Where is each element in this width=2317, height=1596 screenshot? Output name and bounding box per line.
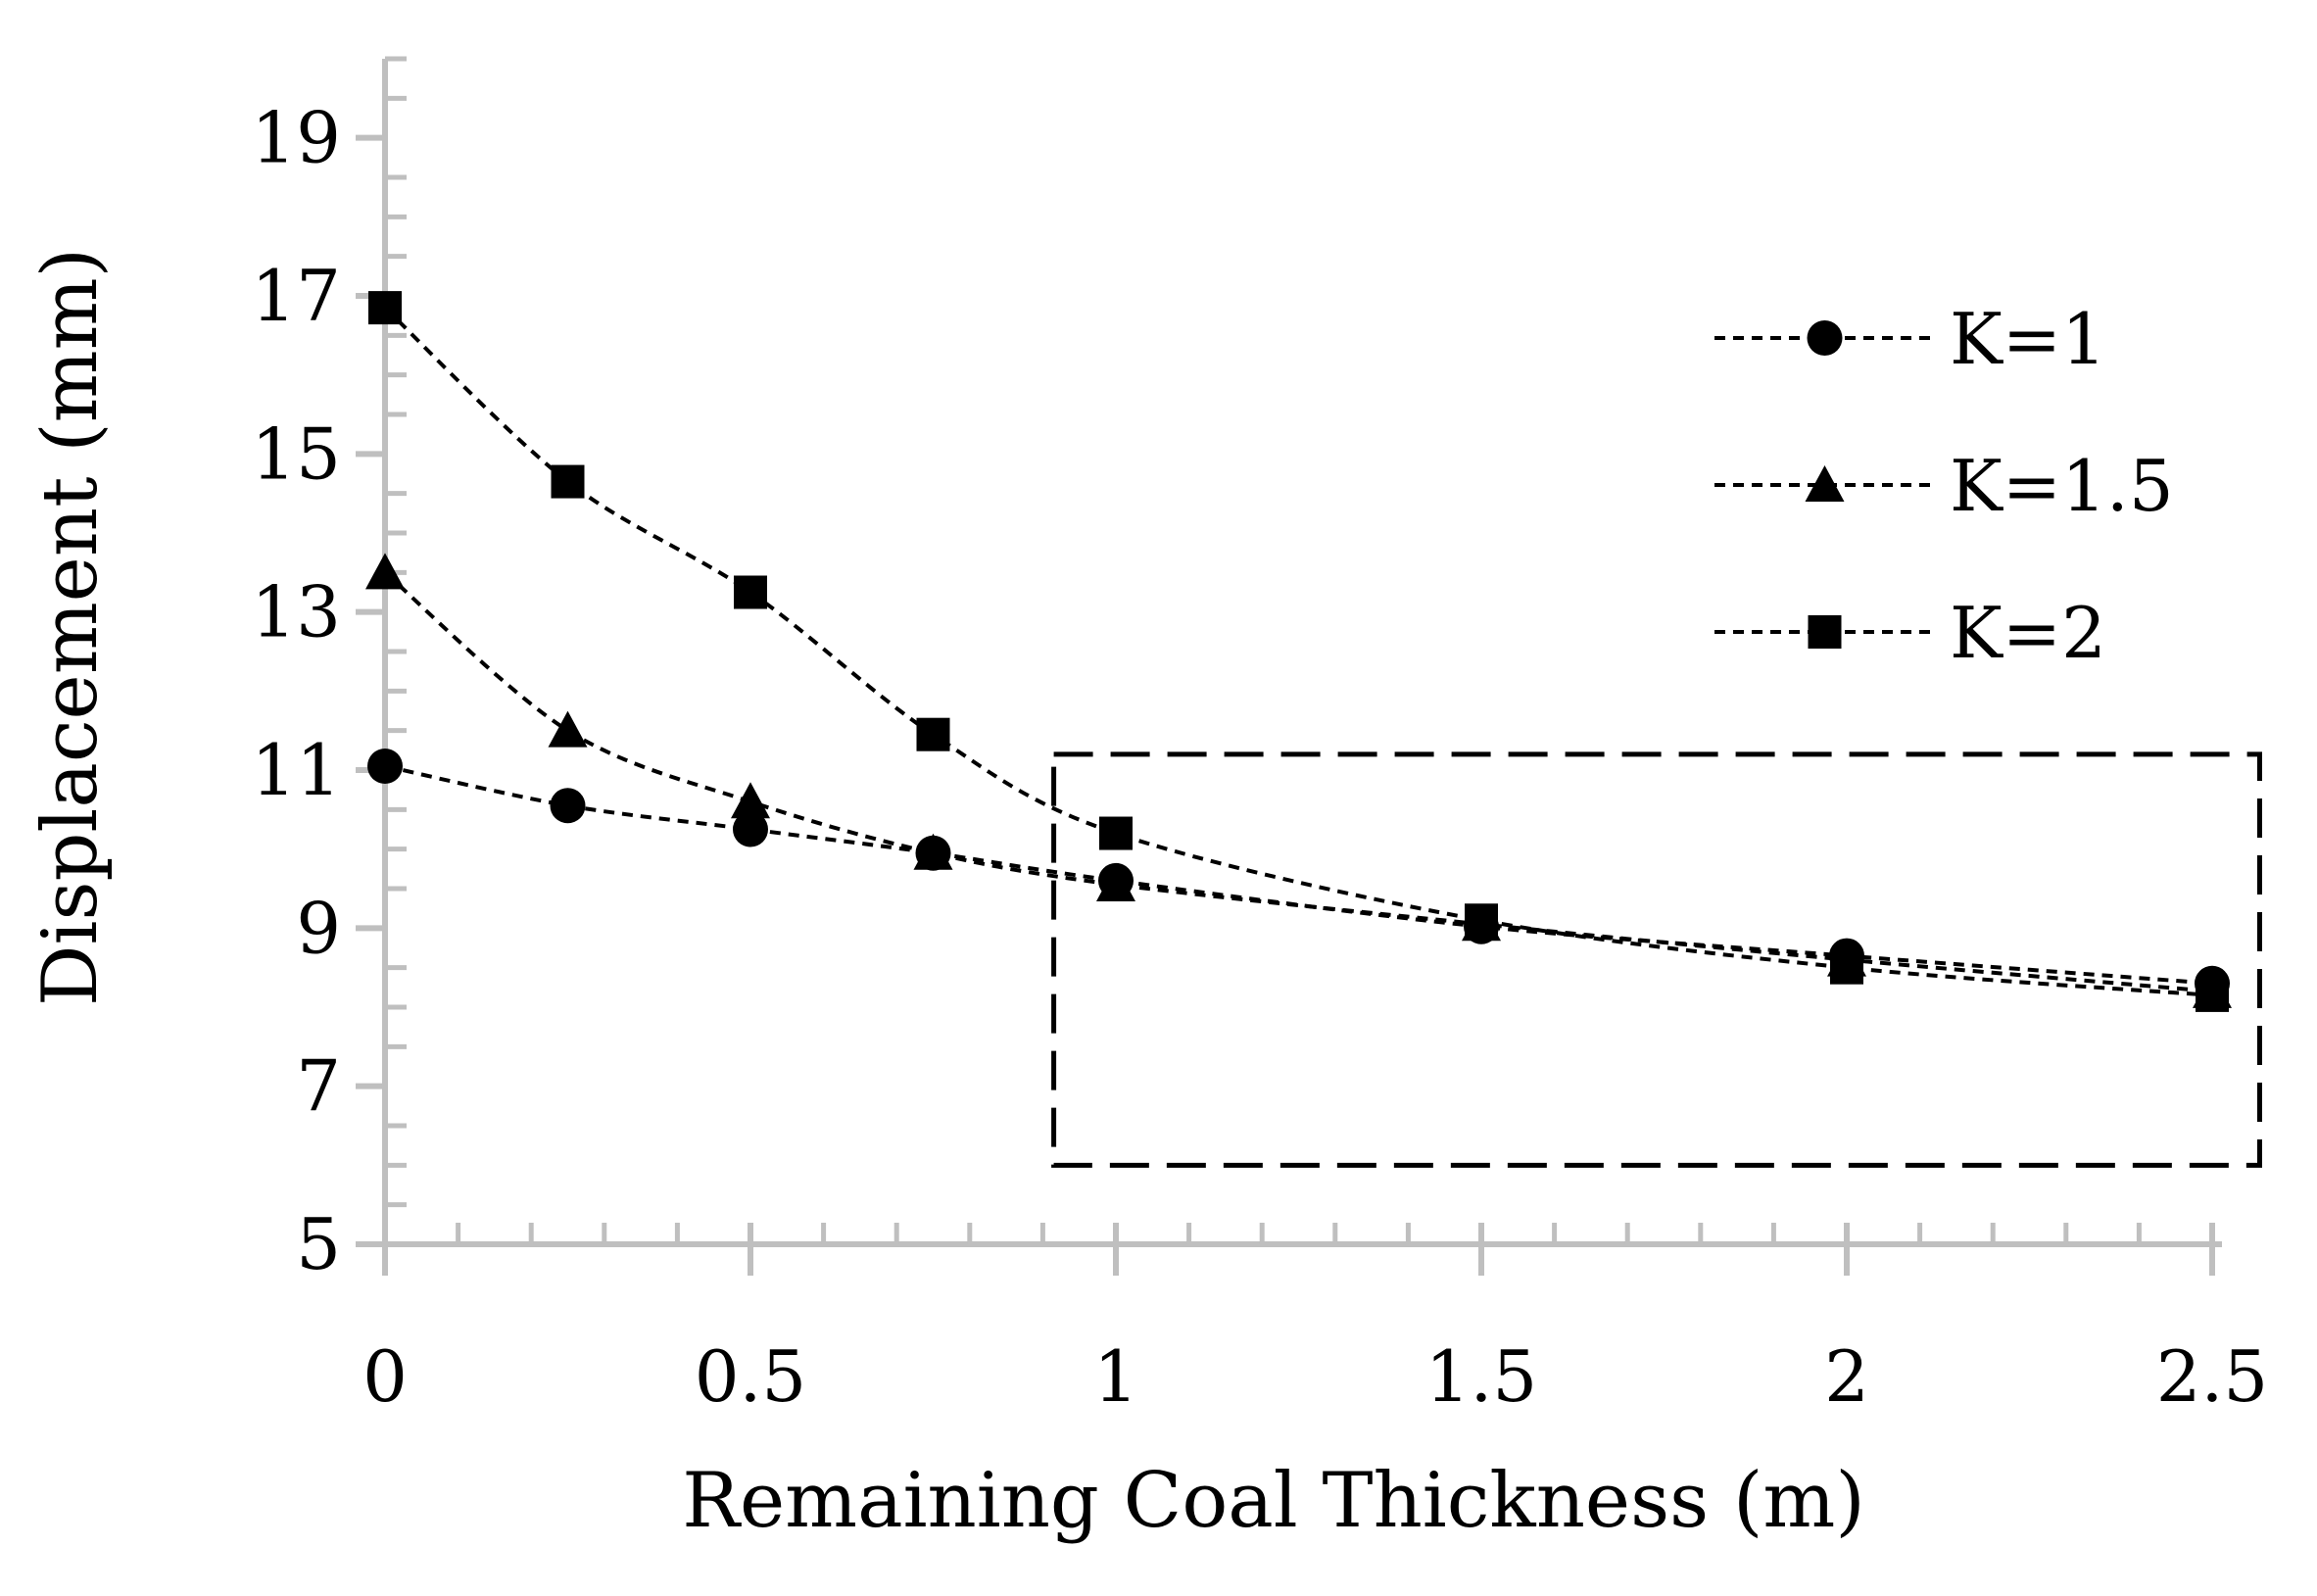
y-tick-label: 7	[296, 1045, 341, 1128]
x-tick-label: 2	[1824, 1335, 1869, 1418]
y-axis-title: Displacement (mm)	[26, 248, 115, 1006]
legend-entry: K=2	[1714, 592, 2106, 674]
data-point-triangle	[1096, 864, 1135, 901]
legend-marker-triangle	[1805, 465, 1845, 502]
data-point-square	[2196, 978, 2229, 1012]
highlight-box	[1051, 751, 2262, 1168]
data-point-square	[551, 464, 585, 499]
x-tick-label: 0	[362, 1335, 408, 1418]
legend-label: K=1.5	[1950, 445, 2174, 527]
legend-entry: K=1.5	[1714, 445, 2174, 527]
annotation-layer	[1051, 751, 2262, 1168]
y-tick-label: 5	[296, 1203, 341, 1285]
legend-entry: K=1	[1714, 298, 2106, 380]
y-tick-label: 9	[296, 887, 341, 969]
legend-label: K=2	[1950, 592, 2106, 674]
legend-marker-square	[1808, 615, 1842, 649]
data-point-square	[1465, 903, 1498, 938]
y-tick-label: 17	[251, 255, 341, 337]
data-point-square	[734, 575, 767, 609]
legend: K=1 K=1.5 K=2	[1714, 298, 2174, 674]
data-point-circle	[733, 811, 768, 847]
series-layer	[365, 291, 2232, 1012]
data-point-square	[1099, 816, 1133, 850]
series-line	[383, 570, 2213, 993]
data-point-circle	[550, 788, 586, 824]
y-tick-label: 13	[251, 571, 341, 653]
axes-layer: 5 7 9 11 13 15 17 19 0 0.5 1 1.5 2 2.5	[251, 56, 2269, 1418]
y-tick-label: 15	[251, 412, 341, 495]
series-line	[384, 764, 2213, 986]
x-tick-label: 0.5	[695, 1335, 807, 1418]
legend-marker-circle	[1807, 320, 1843, 356]
data-point-square	[368, 291, 402, 325]
data-point-circle	[367, 748, 403, 784]
data-point-triangle	[913, 833, 953, 870]
x-axis-title: Remaining Coal Thickness (m)	[682, 1457, 1865, 1545]
legend-label: K=1	[1950, 298, 2106, 380]
x-tick-label: 2.5	[2156, 1335, 2269, 1418]
data-point-square	[1830, 950, 1863, 985]
x-tick-label: 1.5	[1425, 1335, 1538, 1418]
data-point-triangle	[365, 553, 405, 590]
data-point-square	[916, 717, 950, 751]
y-tick-label: 11	[251, 729, 341, 811]
data-point-triangle	[731, 782, 770, 819]
series-k-2	[368, 291, 2229, 1012]
series-line	[383, 306, 2213, 997]
series-k-1	[367, 748, 2230, 1001]
x-tick-label: 1	[1093, 1335, 1138, 1418]
data-point-triangle	[548, 710, 588, 748]
y-tick-label: 19	[251, 97, 341, 179]
